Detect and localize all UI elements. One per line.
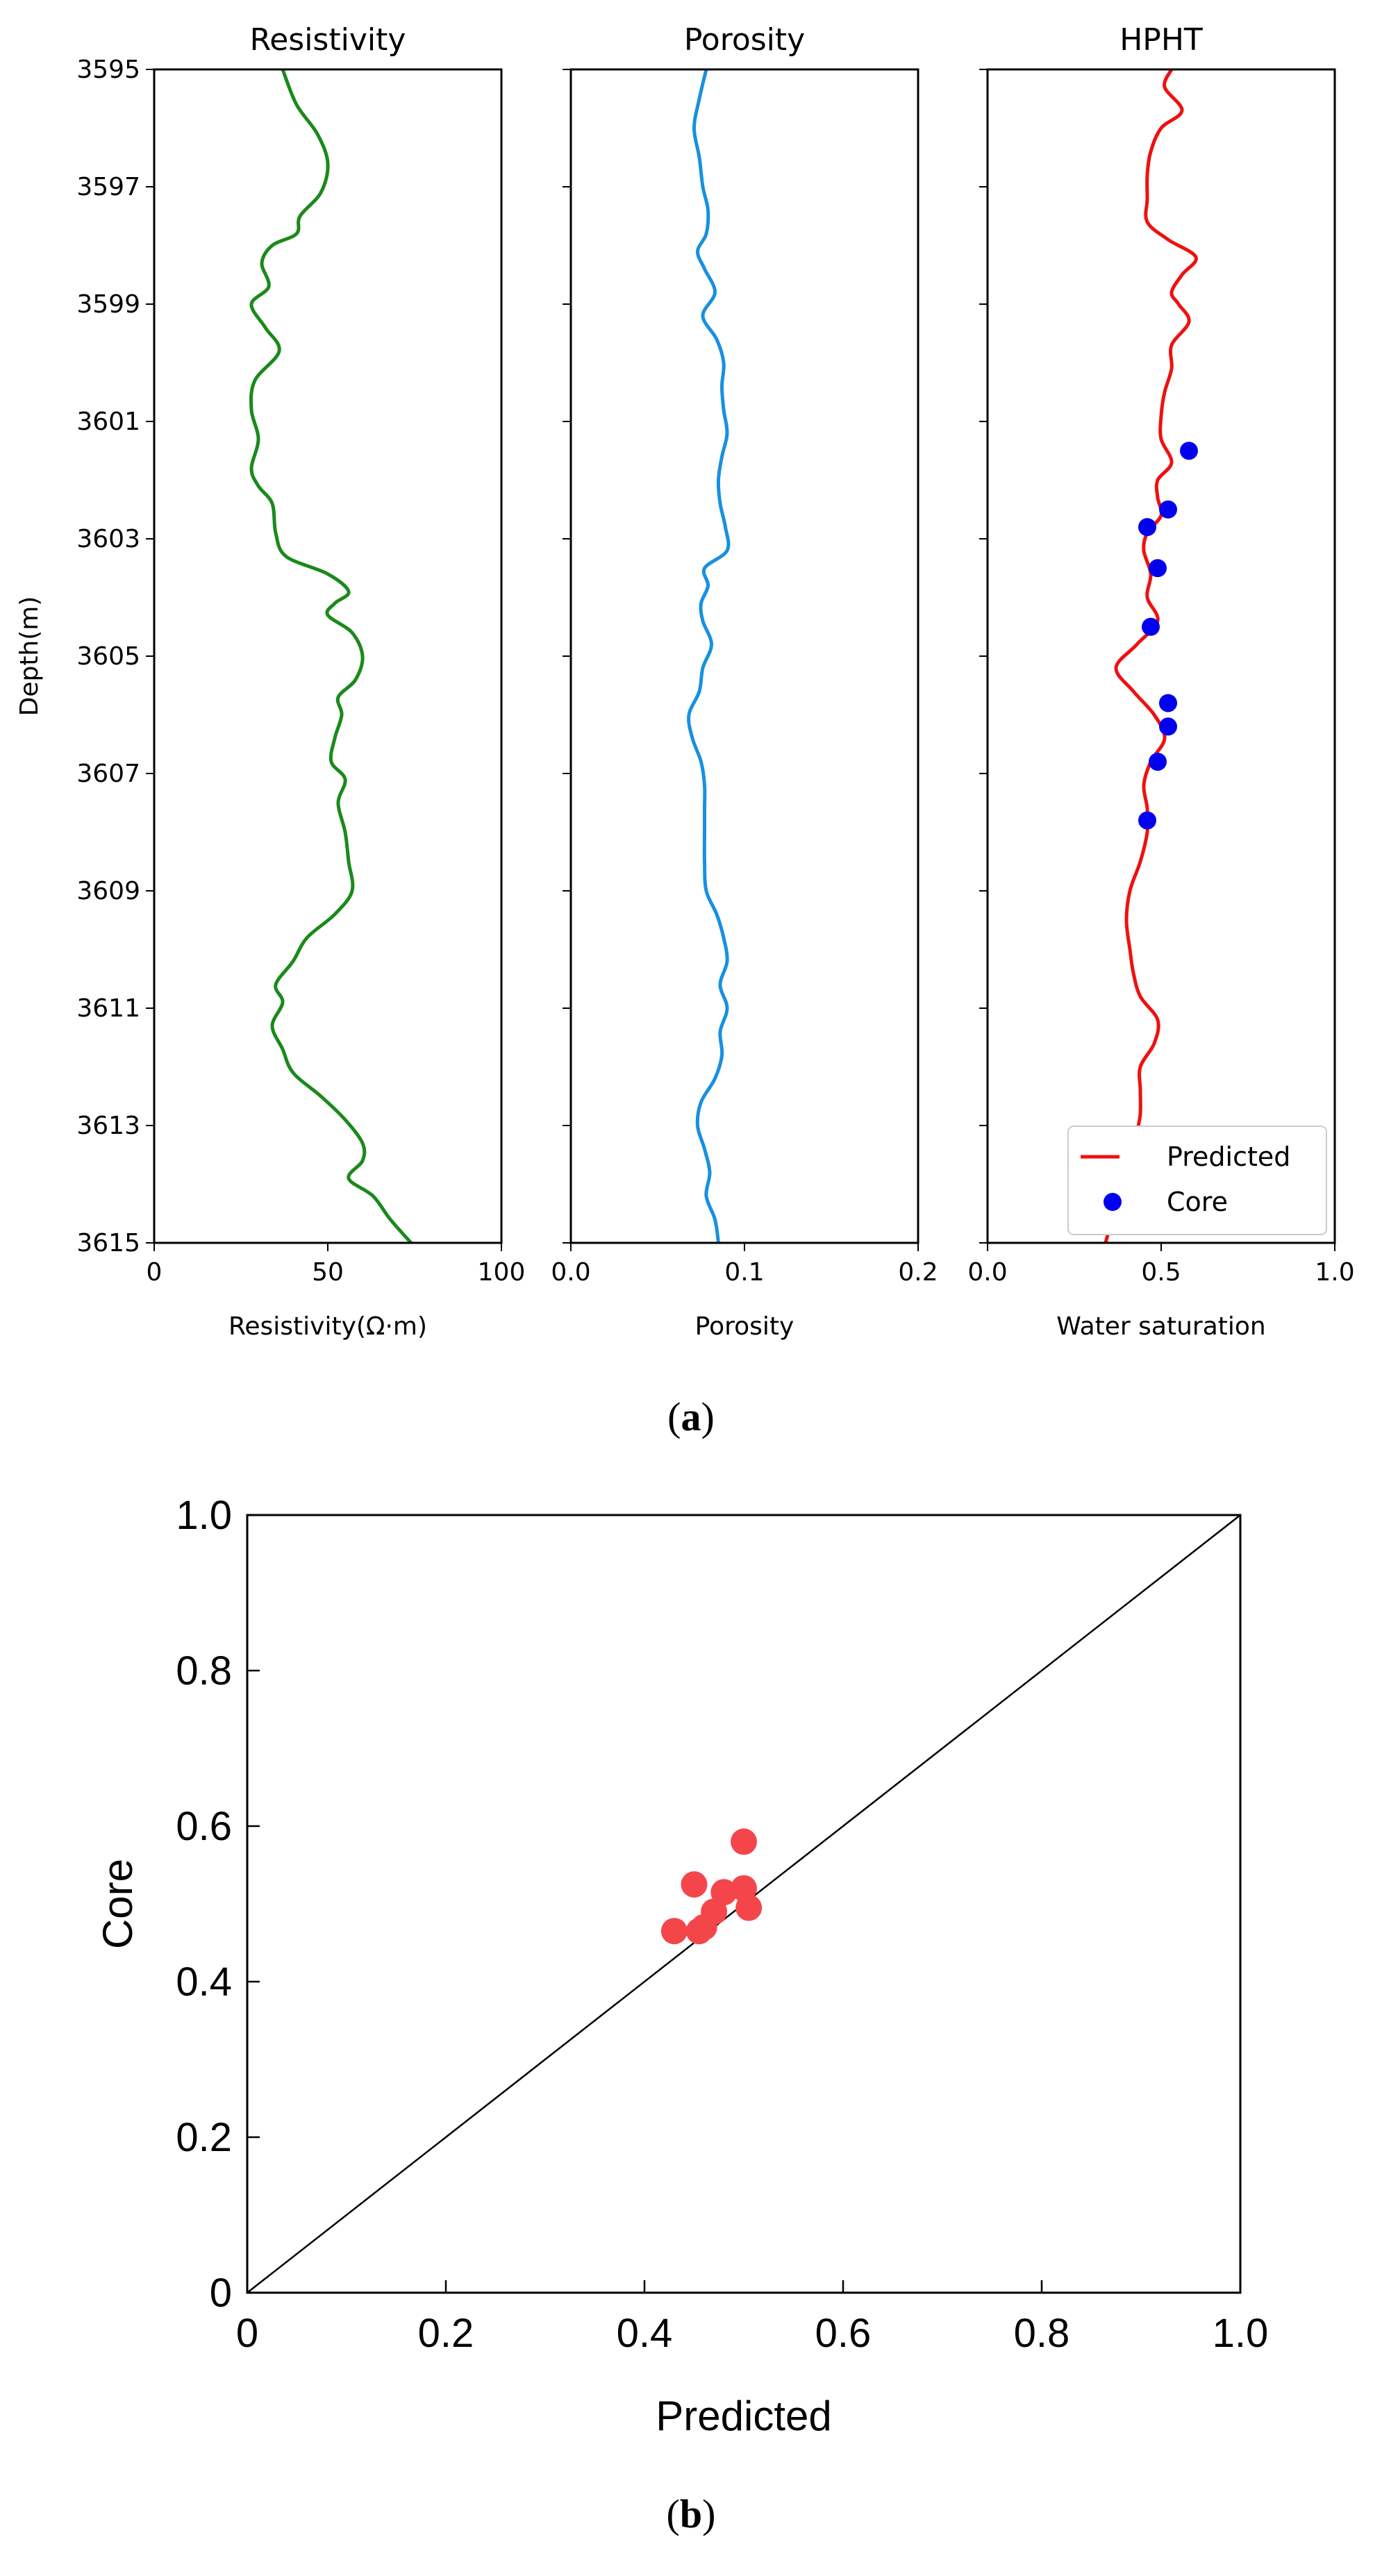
porosity-title: Porosity	[684, 22, 805, 58]
legend-box	[1067, 1126, 1327, 1235]
y-tick-label: 3615	[76, 1229, 140, 1257]
y-tick-label: 3599	[76, 290, 140, 319]
core-point	[1149, 753, 1167, 771]
porosity-frame	[569, 68, 919, 1244]
resistivity-curve	[249, 69, 413, 1244]
porosity-track: Porosity 0.0 0.1 0.2 Porosity	[551, 22, 938, 1341]
crossplot: 0 0.2 0.4 0.6 0.8 1.0 0 0.2 0.4 0.6 0.8 1.0 Predict…	[94, 1493, 1268, 2439]
x-tick-label: 0.6	[815, 2311, 872, 2356]
y-tick-label: 3603	[76, 525, 140, 553]
x-tick-label: 100	[478, 1258, 526, 1287]
resistivity-plot: 0 50 100 3595 3597 3599 3601 3603 3605 3607 3609 36…	[76, 56, 525, 1287]
y-tick-label: 0.8	[176, 1648, 232, 1693]
core-point	[1159, 694, 1177, 712]
hpht-xlabel: Water saturation	[1056, 1312, 1265, 1341]
y-tick-label: 3611	[76, 994, 140, 1023]
hpht-frame	[986, 68, 1336, 1244]
resistivity-xlabel: Resistivity(Ω·m)	[228, 1312, 427, 1341]
crossplot-point	[701, 1898, 728, 1925]
y-tick-label: 0.4	[176, 1959, 232, 2005]
hpht-title: HPHT	[1119, 22, 1203, 58]
resistivity-frame	[153, 68, 503, 1244]
x-tick-label: 0.1	[724, 1258, 764, 1287]
porosity-xlabel: Porosity	[695, 1312, 794, 1341]
core-point	[1159, 717, 1177, 736]
caption-a: (a)	[667, 1394, 715, 1439]
x-tick-label: 0.4	[617, 2311, 673, 2356]
core-point	[1138, 811, 1156, 830]
y-tick-label: 0.2	[176, 2115, 232, 2160]
crossplot-ylabel: Core	[94, 1859, 141, 1949]
predicted-curve	[1104, 68, 1198, 1244]
legend-core-marker	[1104, 1193, 1122, 1211]
y-tick-label: 3597	[76, 173, 140, 201]
core-point	[1138, 518, 1156, 537]
resistivity-title: Resistivity	[250, 22, 406, 58]
crossplot-point	[660, 1918, 688, 1945]
legend-predicted-label: Predicted	[1167, 1141, 1290, 1172]
porosity-plot: 0.0 0.1 0.2	[551, 69, 938, 1287]
crossplot-plot: 0 0.2 0.4 0.6 0.8 1.0 0 0.2 0.4 0.6 0.8 1.0	[176, 1493, 1268, 2356]
porosity-curve	[687, 69, 731, 1244]
core-point	[1180, 442, 1198, 460]
y-tick-label: 3605	[76, 642, 140, 671]
crossplot-point	[735, 1894, 763, 1921]
y-tick-label: 3601	[76, 408, 140, 436]
hpht-plot: 0.0 0.5 1.0	[967, 68, 1355, 1287]
x-tick-label: 1.0	[1315, 1258, 1354, 1287]
x-tick-label: 0.5	[1141, 1258, 1181, 1287]
x-tick-label: 0.8	[1014, 2311, 1070, 2356]
resistivity-track: Resistivity 0 50 100 3595 3597 3599 3601 3603 36…	[15, 22, 525, 1341]
y-tick-label: 3607	[76, 760, 140, 788]
x-tick-label: 0.2	[898, 1258, 938, 1287]
hpht-legend: Predicted Core	[1067, 1126, 1327, 1235]
x-tick-label: 0	[147, 1258, 163, 1287]
crossplot-point	[731, 1828, 757, 1855]
x-tick-label: 1.0	[1213, 2311, 1269, 2356]
y-tick-label: 0.6	[176, 1804, 232, 1849]
legend-core-label: Core	[1167, 1187, 1228, 1217]
y-tick-label: 3595	[76, 56, 140, 84]
caption-b: (b)	[667, 2491, 716, 2536]
crossplot-frame	[246, 1514, 1242, 2294]
x-tick-label: 0	[236, 2311, 258, 2356]
hpht-track: HPHT 0.0 0.5 1.0 Water saturation Predicte…	[967, 22, 1354, 1341]
crossplot-point	[681, 1871, 708, 1898]
depth-ylabel: Depth(m)	[15, 596, 44, 717]
x-tick-label: 0.2	[418, 2311, 474, 2356]
x-tick-label: 0.0	[551, 1258, 590, 1287]
y-tick-label: 3613	[76, 1112, 140, 1140]
y-tick-label: 1.0	[176, 1493, 232, 1538]
core-point	[1159, 500, 1177, 519]
y-tick-label: 3609	[76, 877, 140, 905]
core-point	[1142, 617, 1160, 636]
crossplot-point	[710, 1879, 738, 1906]
crossplot-xlabel: Predicted	[656, 2393, 831, 2439]
core-point	[1149, 559, 1167, 578]
x-tick-label: 50	[312, 1258, 344, 1287]
x-tick-label: 0.0	[967, 1258, 1007, 1287]
y-tick-label: 0	[210, 2270, 232, 2316]
